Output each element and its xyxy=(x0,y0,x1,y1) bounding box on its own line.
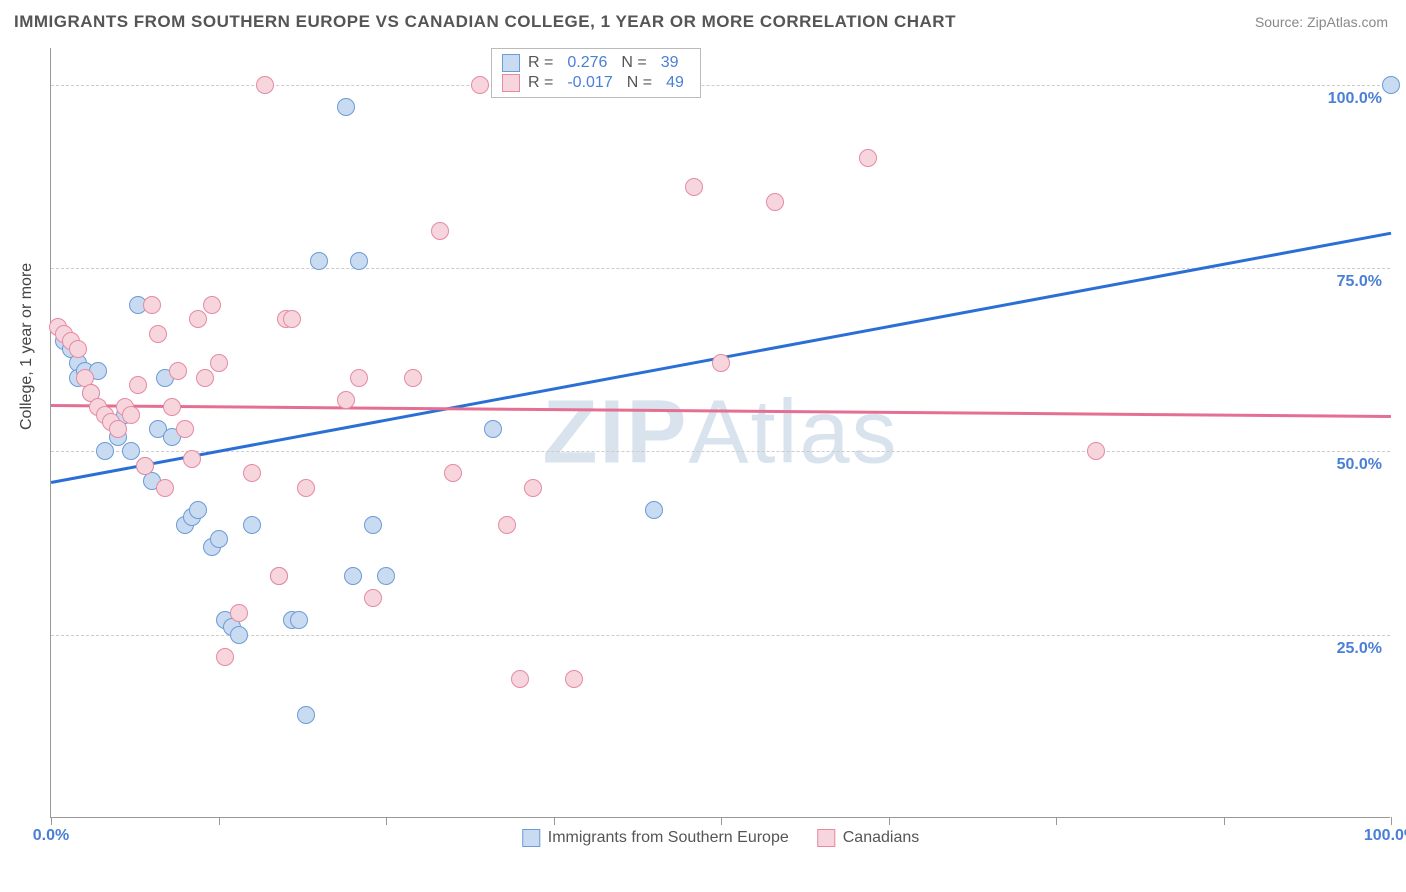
data-point xyxy=(350,369,368,387)
data-point xyxy=(230,626,248,644)
data-point xyxy=(1087,442,1105,460)
data-point xyxy=(297,706,315,724)
data-point xyxy=(431,222,449,240)
legend-label: Canadians xyxy=(843,829,920,847)
data-point xyxy=(256,76,274,94)
x-tick-label-right: 100.0% xyxy=(1364,827,1406,845)
x-tick xyxy=(386,817,387,825)
data-point xyxy=(471,76,489,94)
data-point xyxy=(189,501,207,519)
legend-row: R =0.276N =39 xyxy=(502,53,690,73)
data-point xyxy=(243,516,261,534)
data-point xyxy=(350,252,368,270)
data-point xyxy=(766,193,784,211)
data-point xyxy=(156,479,174,497)
data-point xyxy=(129,376,147,394)
legend-swatch xyxy=(502,74,520,92)
data-point xyxy=(444,464,462,482)
data-point xyxy=(337,98,355,116)
data-point xyxy=(645,501,663,519)
data-point xyxy=(196,369,214,387)
data-point xyxy=(310,252,328,270)
x-tick xyxy=(1224,817,1225,825)
data-point xyxy=(511,670,529,688)
legend-swatch xyxy=(817,829,835,847)
data-point xyxy=(344,567,362,585)
data-point xyxy=(183,450,201,468)
data-point xyxy=(96,442,114,460)
data-point xyxy=(169,362,187,380)
chart-plot-area: ZIPAtlas 25.0%50.0%75.0%100.0%0.0%100.0%… xyxy=(50,48,1390,818)
data-point xyxy=(69,340,87,358)
data-point xyxy=(203,296,221,314)
x-tick xyxy=(1056,817,1057,825)
data-point xyxy=(404,369,422,387)
data-point xyxy=(364,516,382,534)
data-point xyxy=(143,296,161,314)
data-point xyxy=(270,567,288,585)
data-point xyxy=(136,457,154,475)
data-point xyxy=(364,589,382,607)
data-point xyxy=(122,442,140,460)
y-tick-label: 75.0% xyxy=(1337,273,1382,291)
data-point xyxy=(377,567,395,585)
data-point xyxy=(685,178,703,196)
data-point xyxy=(176,420,194,438)
data-point xyxy=(859,149,877,167)
x-tick xyxy=(554,817,555,825)
y-tick-label: 25.0% xyxy=(1337,640,1382,658)
chart-title: IMMIGRANTS FROM SOUTHERN EUROPE VS CANAD… xyxy=(14,12,956,32)
data-point xyxy=(109,420,127,438)
data-point xyxy=(230,604,248,622)
data-point xyxy=(283,310,301,328)
data-point xyxy=(712,354,730,372)
y-tick-label: 100.0% xyxy=(1328,90,1382,108)
x-tick xyxy=(1391,817,1392,825)
data-point xyxy=(337,391,355,409)
data-point xyxy=(290,611,308,629)
data-point xyxy=(243,464,261,482)
x-tick xyxy=(889,817,890,825)
data-point xyxy=(1382,76,1400,94)
gridline xyxy=(51,635,1390,636)
gridline xyxy=(51,85,1390,86)
data-point xyxy=(149,325,167,343)
data-point xyxy=(189,310,207,328)
gridline xyxy=(51,451,1390,452)
data-point xyxy=(524,479,542,497)
correlation-legend: R =0.276N =39R =-0.017N =49 xyxy=(491,48,701,98)
data-point xyxy=(297,479,315,497)
legend-row: R =-0.017N =49 xyxy=(502,73,690,93)
x-tick xyxy=(51,817,52,825)
x-tick xyxy=(721,817,722,825)
series-legend: Immigrants from Southern Europe Canadians xyxy=(522,829,920,847)
legend-swatch xyxy=(522,829,540,847)
legend-item: Canadians xyxy=(817,829,920,847)
source-label: Source: ZipAtlas.com xyxy=(1255,14,1388,30)
legend-item: Immigrants from Southern Europe xyxy=(522,829,789,847)
y-axis-title: College, 1 year or more xyxy=(18,263,36,430)
data-point xyxy=(122,406,140,424)
x-tick-label-left: 0.0% xyxy=(33,827,69,845)
data-point xyxy=(210,354,228,372)
trend-line xyxy=(51,404,1391,417)
x-tick xyxy=(219,817,220,825)
legend-swatch xyxy=(502,54,520,72)
data-point xyxy=(210,530,228,548)
watermark: ZIPAtlas xyxy=(542,381,898,484)
data-point xyxy=(484,420,502,438)
data-point xyxy=(498,516,516,534)
legend-label: Immigrants from Southern Europe xyxy=(548,829,789,847)
y-tick-label: 50.0% xyxy=(1337,456,1382,474)
data-point xyxy=(216,648,234,666)
data-point xyxy=(565,670,583,688)
data-point xyxy=(163,398,181,416)
